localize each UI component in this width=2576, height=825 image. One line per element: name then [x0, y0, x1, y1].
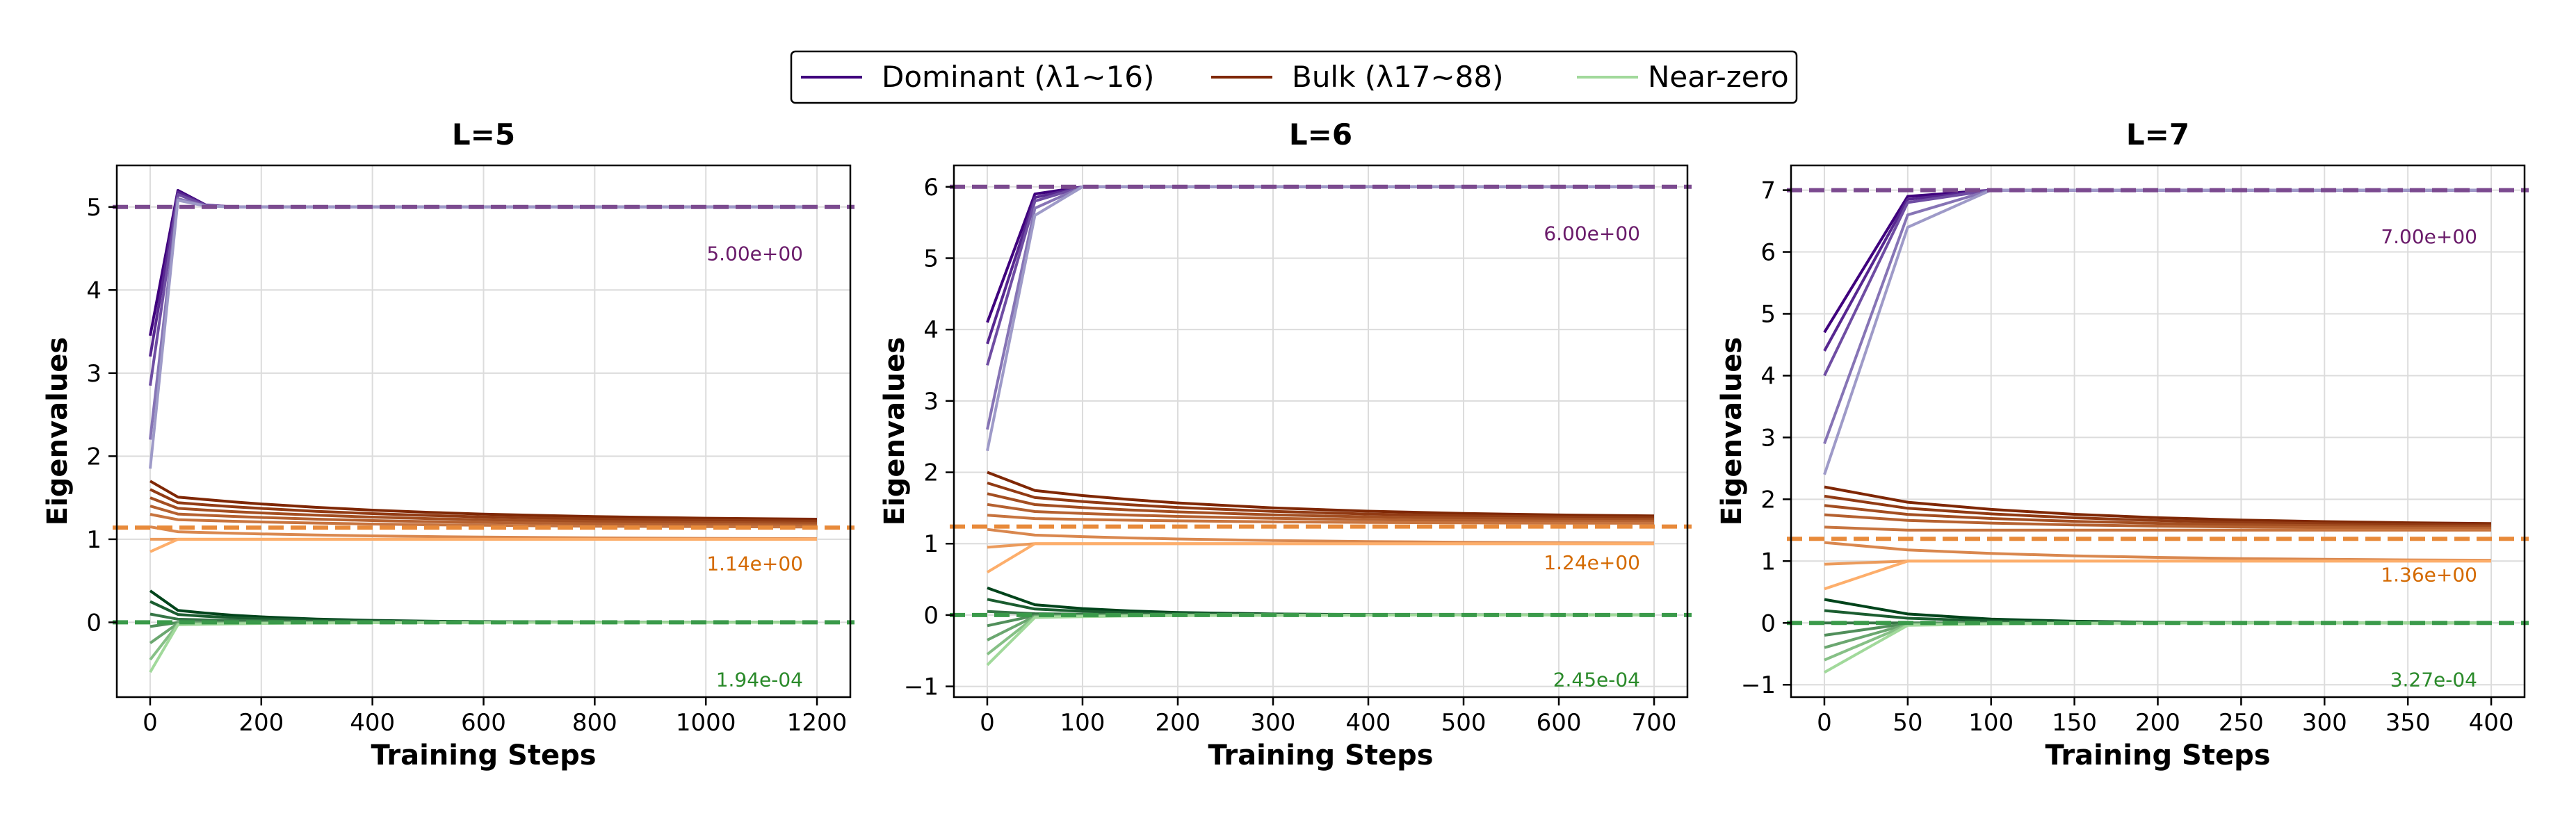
x-tick-label: 350: [2385, 709, 2431, 737]
x-tick-label: 1000: [676, 709, 736, 737]
bulk-eigen-line: [987, 471, 1655, 518]
bulk-eigen-line: [1824, 525, 2491, 532]
x-tick-label: 250: [2219, 709, 2264, 737]
legend-near-zero-label: Near-zero: [1648, 60, 1789, 94]
bulk-annotation: 1.36e+00: [2381, 563, 2477, 586]
dominant-annotation: 5.00e+00: [706, 242, 803, 265]
bulk-eigen-line: [986, 542, 1654, 574]
y-tick-label: 6: [923, 174, 939, 202]
y-tick-label: 5: [1760, 300, 1776, 328]
legend-dominant-label: Dominant (λ1~16): [882, 60, 1154, 94]
y-tick-label: −1: [1741, 671, 1776, 699]
y-tick-label: 0: [1760, 610, 1776, 637]
y-tick-label: 4: [1760, 362, 1776, 390]
y-axis-label: Eigenvalues: [42, 337, 74, 525]
x-tick-label: 300: [2302, 709, 2347, 737]
y-tick-label: 6: [1760, 239, 1776, 267]
chart-panel-2: 6.00e+00 1.24e+00 2.45e-04 0 100 200 300 400 500…: [879, 117, 1692, 771]
legend-frame: [790, 50, 1798, 104]
y-tick-label: 4: [86, 277, 102, 304]
x-tick-label: 600: [461, 709, 506, 737]
x-tick-label: 150: [2052, 709, 2097, 737]
bulk-eigen-line: [149, 488, 818, 523]
y-tick-label: 5: [86, 194, 102, 222]
plot-frame: [953, 164, 1689, 699]
bulk-eigen-line: [149, 505, 818, 527]
legend-bulk-label: Bulk (λ17~88): [1292, 60, 1503, 94]
bulk-eigen-line: [987, 492, 1655, 521]
near-annotation: 2.45e-04: [1553, 669, 1640, 692]
bulk-eigen-line: [987, 481, 1655, 519]
x-axis-label: Training Steps: [1208, 740, 1433, 771]
x-tick-label: 200: [1156, 709, 1201, 737]
y-tick-label: 2: [86, 443, 102, 471]
x-tick-label: 600: [1537, 709, 1582, 737]
x-axis-label: Training Steps: [2045, 740, 2270, 771]
bulk-annotation: 1.14e+00: [706, 552, 803, 575]
y-tick-label: 3: [1760, 424, 1776, 452]
x-tick-label: 400: [2469, 709, 2514, 737]
chart-title: L=5: [452, 117, 515, 152]
y-tick-label: 4: [923, 316, 939, 344]
y-tick-label: 2: [1760, 486, 1776, 514]
y-tick-label: −1: [904, 673, 939, 701]
y-tick-label: 0: [923, 602, 939, 630]
x-tick-label: 200: [238, 709, 284, 737]
bulk-eigen-line: [149, 537, 817, 553]
bulk-eigen-line: [987, 514, 1655, 525]
bulk-eigen-line: [987, 503, 1655, 523]
bulk-eigen-line: [149, 496, 818, 525]
y-tick-label: 2: [923, 459, 939, 487]
bulk-eigen-line: [1824, 494, 2492, 527]
bulk-eigen-line: [149, 480, 818, 521]
near-annotation: 1.94e-04: [716, 669, 803, 692]
x-tick-label: 700: [1632, 709, 1677, 737]
x-tick-label: 0: [980, 709, 995, 737]
x-tick-label: 100: [1968, 709, 2014, 737]
chart-title: L=6: [1289, 117, 1352, 152]
x-tick-label: 0: [143, 709, 158, 737]
y-tick-label: 3: [86, 360, 102, 388]
bulk-eigen-line: [1824, 504, 2492, 528]
y-axis-label: Eigenvalues: [1716, 337, 1748, 525]
bulk-eigen-line: [1824, 513, 2492, 530]
y-tick-label: 1: [1760, 548, 1776, 575]
x-axis-label: Training Steps: [371, 740, 596, 771]
x-tick-label: 0: [1817, 709, 1832, 737]
y-tick-label: 1: [86, 526, 102, 554]
dominant-annotation: 7.00e+00: [2381, 225, 2477, 248]
x-tick-label: 300: [1251, 709, 1296, 737]
chart-panel-1: 5.00e+00 1.14e+00 1.94e-04 0 200 400 600 800 100…: [42, 117, 854, 771]
x-tick-label: 50: [1893, 709, 1922, 737]
chart-panel-3: 7.00e+001.36e+003.27e-040 50 100 150 200 250 3…: [1716, 117, 2529, 771]
x-tick-label: 400: [1346, 709, 1391, 737]
x-tick-label: 100: [1060, 709, 1105, 737]
legend: Dominant (λ1~16) Bulk (λ17~88) Near-zero: [790, 50, 1798, 104]
y-tick-label: 0: [86, 609, 102, 637]
x-tick-label: 400: [350, 709, 395, 737]
bulk-eigen-line: [1824, 485, 2492, 525]
x-tick-label: 800: [572, 709, 617, 737]
y-tick-label: 3: [923, 388, 939, 416]
y-tick-label: 5: [923, 245, 939, 272]
y-tick-label: 1: [923, 530, 939, 558]
y-axis-label: Eigenvalues: [879, 337, 911, 525]
x-tick-label: 1200: [787, 709, 848, 737]
y-tick-label: 7: [1760, 177, 1776, 205]
chart-title: L=7: [2126, 117, 2189, 152]
dominant-annotation: 6.00e+00: [1544, 222, 1640, 245]
bulk-annotation: 1.24e+00: [1544, 551, 1640, 574]
bulk-eigen-line: [1824, 559, 2491, 591]
x-tick-label: 200: [2135, 709, 2180, 737]
x-tick-label: 500: [1441, 709, 1487, 737]
near-annotation: 3.27e-04: [2390, 669, 2477, 692]
chart-panels: 5.00e+001.14e+001.94e-040 200 400 600 800 100…: [42, 117, 2529, 771]
